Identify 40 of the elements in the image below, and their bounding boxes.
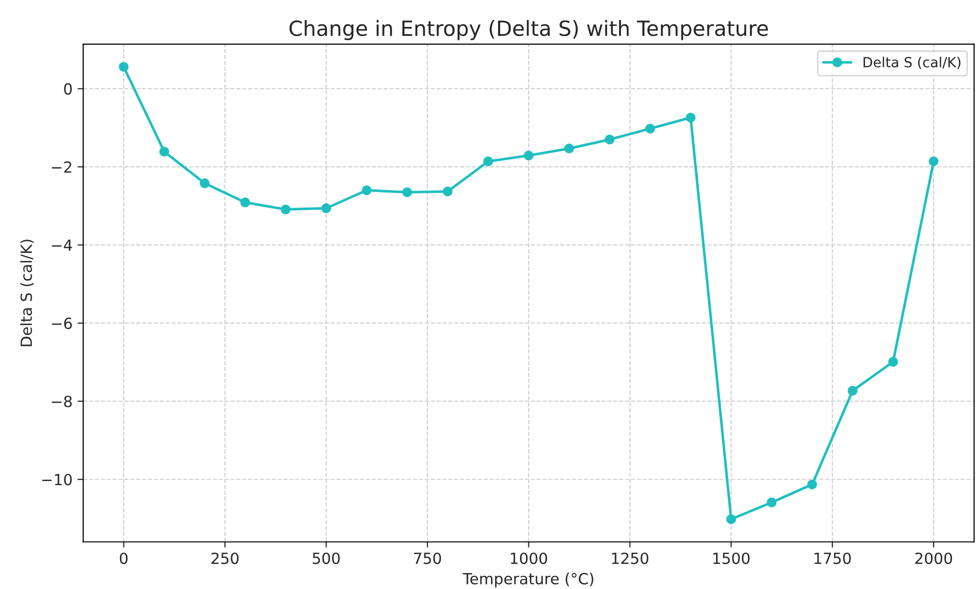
x-tick-label: 500 [312, 552, 340, 564]
legend-label: Delta S (cal/K) [864, 56, 960, 70]
point [888, 356, 898, 367]
point [159, 146, 170, 156]
point [928, 156, 938, 166]
x-tick-label: 250 [211, 552, 239, 564]
x-tick-label: 1750 [814, 552, 851, 564]
y-tick-label: −6 [52, 318, 72, 330]
chart-title: Change in Entropy (Delta S) with Temperature [290, 20, 768, 40]
point [645, 124, 656, 134]
point [362, 185, 372, 196]
x-axis-title: Temperature (°C) [462, 572, 594, 588]
y-tick-label: 0 [64, 83, 72, 95]
point [766, 498, 776, 508]
y-tick-label: −8 [52, 396, 72, 408]
y-tick-label: −4 [52, 240, 72, 251]
point [280, 204, 291, 214]
point [200, 178, 210, 188]
x-tick-label: 1500 [713, 552, 750, 564]
point [564, 144, 574, 154]
point [686, 112, 696, 122]
point [321, 203, 332, 214]
y-tick-label: −10 [42, 474, 72, 486]
x-tick-label: 750 [414, 552, 441, 564]
y-axis-title: Delta S (cal/K) [20, 240, 34, 346]
point [848, 386, 858, 396]
point [442, 186, 453, 196]
x-tick-label: 1000 [510, 552, 548, 564]
x-tick-label: 2000 [915, 552, 952, 564]
point [726, 514, 736, 524]
y-tick-label: −2 [52, 161, 72, 173]
point [402, 187, 412, 198]
point [807, 480, 817, 490]
x-tick-label: 0 [120, 552, 128, 564]
point [483, 156, 494, 166]
point [604, 134, 615, 144]
x-tick-label: 1250 [612, 552, 648, 564]
point [524, 150, 534, 160]
point [118, 62, 129, 72]
point [240, 198, 250, 208]
